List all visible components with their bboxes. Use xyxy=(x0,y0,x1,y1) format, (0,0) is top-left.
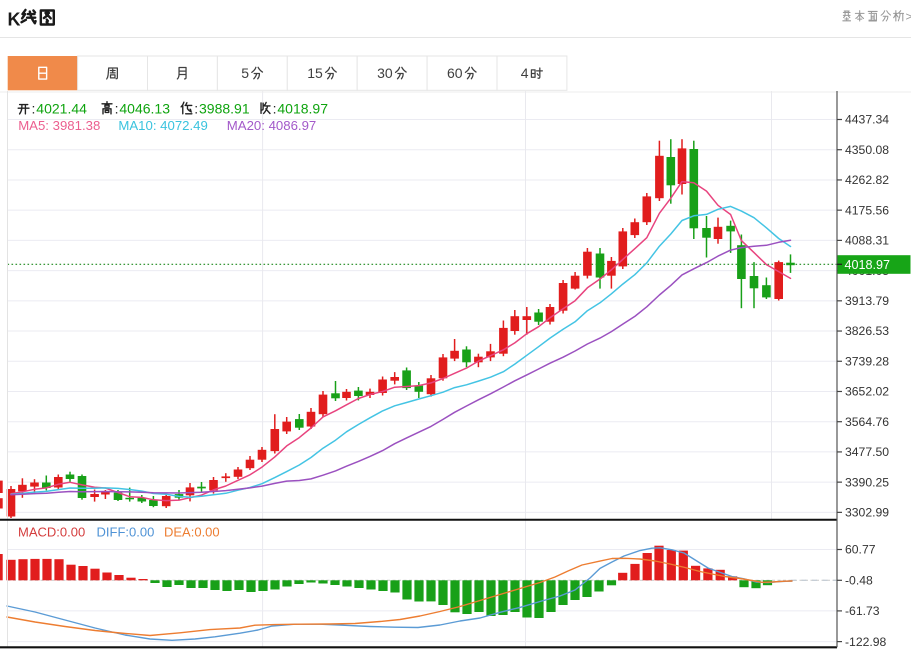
svg-text:4046.13: 4046.13 xyxy=(119,101,170,117)
svg-text:4: 4 xyxy=(521,65,529,81)
svg-text:3913.79: 3913.79 xyxy=(845,294,889,308)
svg-text:4018.97: 4018.97 xyxy=(845,258,891,272)
svg-text:3477.50: 3477.50 xyxy=(845,445,889,459)
svg-text:4021.44: 4021.44 xyxy=(36,101,87,117)
svg-text:3652.02: 3652.02 xyxy=(845,385,889,399)
svg-text:3302.99: 3302.99 xyxy=(845,506,889,520)
svg-text:60.77: 60.77 xyxy=(845,543,876,557)
svg-text:30: 30 xyxy=(377,65,393,81)
svg-text:4175.56: 4175.56 xyxy=(845,203,889,217)
svg-text:MA5: 3981.38: MA5: 3981.38 xyxy=(18,118,100,133)
svg-text::: : xyxy=(273,101,277,117)
svg-text:4350.08: 4350.08 xyxy=(845,143,889,157)
svg-text:4088.31: 4088.31 xyxy=(845,234,889,248)
svg-text:4262.82: 4262.82 xyxy=(845,173,889,187)
svg-text::: : xyxy=(115,101,119,117)
svg-text:4018.97: 4018.97 xyxy=(277,101,328,117)
svg-text:-0.48: -0.48 xyxy=(845,574,873,588)
svg-text:-122.98: -122.98 xyxy=(845,635,887,649)
svg-text:4437.34: 4437.34 xyxy=(845,113,889,127)
svg-text:3564.76: 3564.76 xyxy=(845,415,889,429)
svg-text:3988.91: 3988.91 xyxy=(199,101,250,117)
svg-text:5: 5 xyxy=(241,65,249,81)
svg-text:3826.53: 3826.53 xyxy=(845,324,889,338)
svg-text:DIFF:0.00: DIFF:0.00 xyxy=(97,525,155,540)
svg-text:>: > xyxy=(906,9,911,23)
svg-text:MA20: 4086.97: MA20: 4086.97 xyxy=(227,118,316,133)
svg-text:MA10: 4072.49: MA10: 4072.49 xyxy=(118,118,207,133)
svg-text:-61.73: -61.73 xyxy=(845,604,880,618)
svg-text:60: 60 xyxy=(447,65,463,81)
svg-text::: : xyxy=(32,101,36,117)
svg-text::: : xyxy=(194,101,198,117)
svg-text:15: 15 xyxy=(307,65,323,81)
svg-text:3390.25: 3390.25 xyxy=(845,475,889,489)
svg-text:3739.28: 3739.28 xyxy=(845,354,889,368)
svg-text:DEA:0.00: DEA:0.00 xyxy=(164,525,220,540)
svg-text:MACD:0.00: MACD:0.00 xyxy=(18,525,85,540)
svg-text:K: K xyxy=(8,10,21,30)
